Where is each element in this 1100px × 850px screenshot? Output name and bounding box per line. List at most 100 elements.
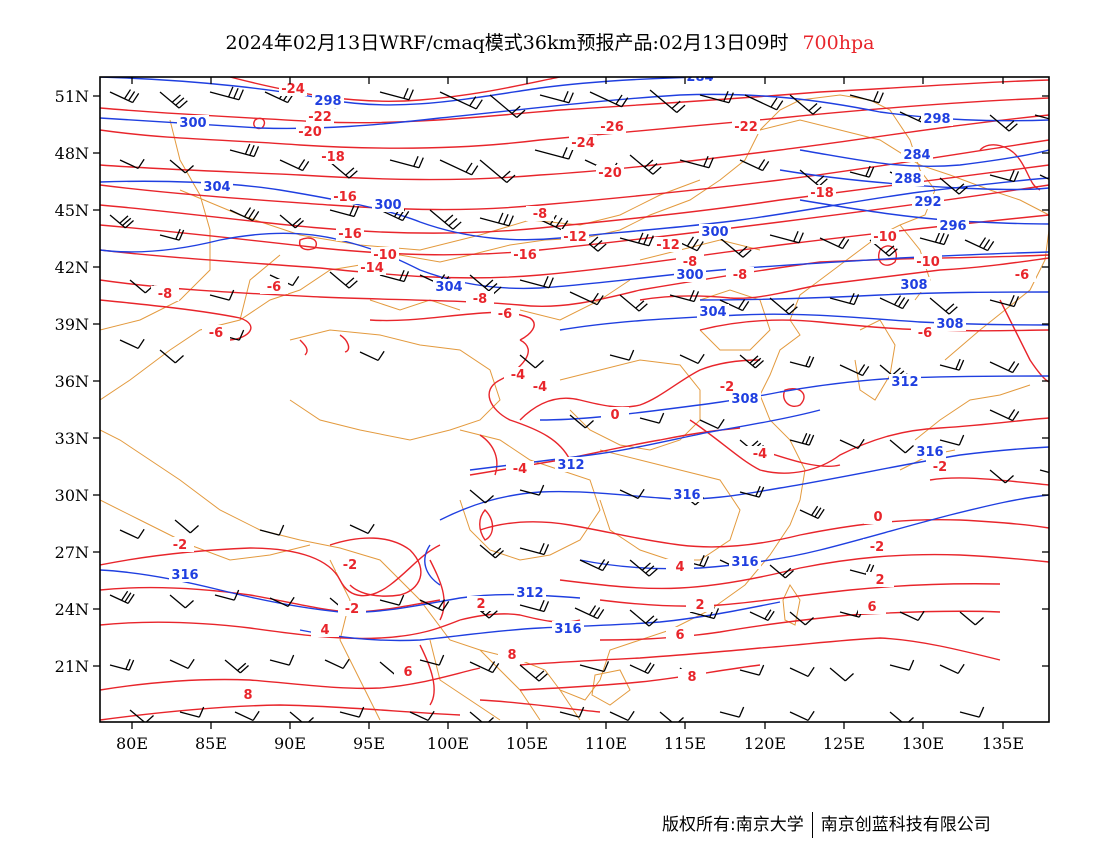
wind-barb-staff: [879, 297, 903, 310]
wind-barb-feather: [754, 360, 764, 369]
temperature-label: 6: [675, 628, 684, 643]
wind-barb-feather: [233, 589, 240, 601]
wind-barb-feather: [578, 706, 585, 718]
border-line: [759, 119, 1049, 216]
wind-barb: [469, 711, 494, 722]
wind-barb-feather: [645, 615, 655, 624]
wind-barb-feather: [534, 360, 544, 369]
temperature-contour: [488, 339, 571, 461]
wind-barb: [609, 710, 635, 722]
wind-barb-feather: [345, 167, 355, 176]
temperature-contour: [100, 114, 1049, 181]
wind-barb: [289, 711, 314, 722]
wind-barb: [919, 231, 950, 246]
height-label: 298: [923, 112, 950, 127]
temperature-label-bg: [726, 267, 754, 282]
wind-barb: [479, 544, 504, 559]
wind-barb-feather: [648, 568, 658, 577]
temperature-label: -4: [753, 447, 767, 462]
height-label: 308: [731, 392, 758, 407]
temperature-contour: [999, 299, 1049, 383]
wind-barb-feather: [348, 170, 358, 179]
wind-barb: [1039, 174, 1049, 180]
temperature-labels: -24-22-20 -26-24-22-18-20-16 -18-8-16-10-1…: [151, 81, 1036, 703]
wind-barb-feather: [1013, 171, 1020, 182]
wind-barb: [519, 484, 545, 496]
height-label: 312: [891, 375, 918, 390]
wind-barb-feather: [689, 289, 695, 301]
wind-barb-staff: [649, 89, 678, 113]
wind-barb-feather: [621, 97, 629, 108]
temperature-label-bg: [336, 226, 364, 241]
wind-barb-staff: [349, 524, 369, 535]
wind-barb-staff: [719, 711, 740, 718]
wind-barb-staff: [639, 417, 660, 424]
wind-barb-feather: [516, 109, 526, 118]
temperature-label-bg: [666, 627, 694, 642]
temperature-contour: [329, 537, 422, 597]
wind-barb-feather: [243, 207, 252, 218]
height-label-bg: [889, 374, 921, 389]
temperature-label-bg: [858, 599, 886, 614]
height-label: 316: [731, 555, 758, 570]
height-contour: [100, 93, 1049, 130]
wind-barb-feather: [638, 303, 648, 312]
temperature-label-bg: [676, 254, 704, 269]
wind-barb-staff: [519, 489, 540, 496]
temperature-label-bg: [336, 557, 364, 572]
wind-barb-feather: [798, 232, 804, 244]
temperature-label: 2: [875, 573, 884, 588]
wind-barb-feather: [438, 654, 445, 666]
wind-barb: [899, 610, 925, 622]
height-label: 300: [676, 268, 703, 283]
wind-barb-feather: [597, 243, 607, 252]
footer-divider: [811, 812, 813, 838]
wind-barb: [579, 559, 610, 572]
wind-barb-staff: [479, 159, 508, 183]
wind-barb-staff: [739, 669, 760, 676]
wind-barb-feather: [187, 658, 195, 669]
border-line: [699, 289, 771, 351]
wind-barb-staff: [889, 439, 906, 454]
wind-barb: [539, 90, 574, 104]
wind-barb: [619, 294, 648, 312]
wind-barb-feather: [175, 97, 185, 106]
wind-barb-feather: [902, 299, 910, 309]
wind-barb-feather: [128, 91, 136, 102]
wind-barb-staff: [699, 419, 719, 430]
wind-barb-feather: [413, 155, 419, 167]
wind-barb-feather: [648, 618, 658, 627]
height-label-bg: [699, 224, 731, 239]
lon-label: 110E: [585, 734, 627, 753]
wind-barb: [379, 269, 410, 283]
temperature-label-bg: [498, 647, 526, 662]
wind-barb-staff: [279, 159, 303, 172]
temperature-label: -2: [343, 558, 357, 573]
wind-barb-feather: [539, 599, 545, 611]
wind-barb-feather: [957, 663, 965, 674]
footer-copyright: 版权所有:南京大学: [662, 815, 804, 835]
wind-barb: [629, 609, 658, 627]
wind-barb: [1034, 114, 1049, 120]
wind-barb-feather: [137, 158, 145, 169]
wind-barb-feather: [939, 232, 945, 244]
wind-barb-staff: [889, 711, 903, 722]
wind-barb-feather: [755, 485, 761, 497]
wind-barb-feather: [693, 291, 700, 302]
border-line: [100, 499, 311, 561]
wind-barb-feather: [584, 420, 594, 429]
wind-barb-feather: [427, 710, 435, 721]
wind-barb-feather: [699, 554, 705, 566]
wind-barb-feather: [596, 295, 604, 306]
temperature-label-bg: [596, 165, 624, 180]
height-label-bg: [934, 316, 966, 331]
height-label-bg: [901, 147, 933, 162]
wind-barb-feather: [815, 175, 825, 184]
wind-barb: [229, 207, 260, 222]
wind-barb-feather: [184, 165, 194, 174]
wind-barb-staff: [119, 159, 139, 170]
wind-barb-feather: [562, 147, 568, 158]
lat-label: 27N: [55, 543, 89, 562]
lon-label: 90E: [274, 734, 306, 753]
wind-barb-staff: [174, 519, 191, 534]
